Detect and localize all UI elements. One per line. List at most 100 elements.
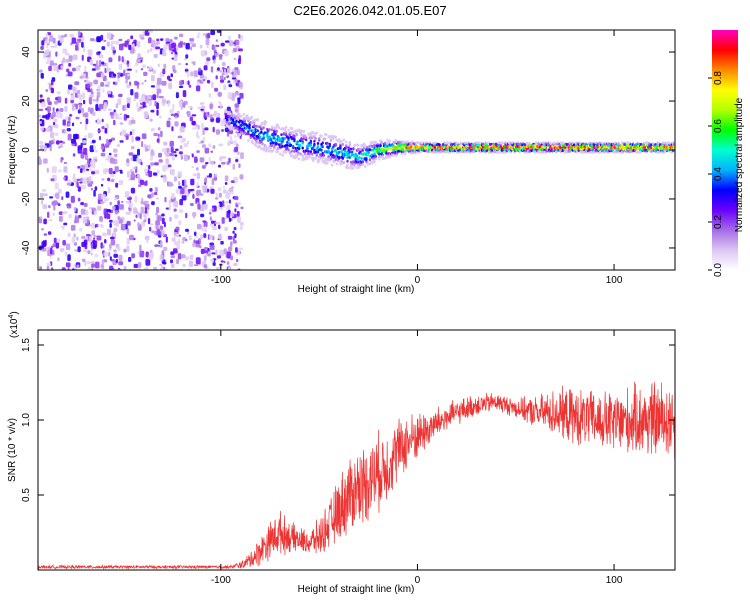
heatmap-cell (53, 64, 57, 71)
heatmap-cell (41, 101, 46, 108)
heatmap-cell (59, 248, 65, 252)
heatmap-cell (152, 266, 158, 270)
heatmap-cell (174, 121, 179, 127)
heatmap-cell (141, 141, 144, 148)
heatmap-cell (72, 54, 78, 61)
heatmap-cell (202, 137, 205, 142)
heatmap-cell (127, 73, 131, 77)
heatmap-cell (127, 68, 132, 71)
heatmap-cell (215, 129, 220, 135)
heatmap-cell (175, 92, 179, 99)
heatmap-cell (77, 31, 81, 37)
heatmap-cell (58, 169, 62, 173)
heatmap-cell (101, 193, 106, 200)
heatmap-cell (140, 161, 143, 166)
heatmap-cell (212, 55, 216, 61)
heatmap-cell (578, 142, 582, 146)
heatmap-cell (225, 192, 230, 198)
heatmap-cell (185, 212, 188, 219)
heatmap-cell (248, 123, 251, 127)
heatmap-cell (188, 84, 192, 88)
heatmap-cell (94, 150, 99, 153)
heatmap-cell (237, 151, 240, 155)
heatmap-cell (228, 217, 232, 222)
heatmap-cell (247, 139, 250, 142)
heatmap-cell (260, 130, 263, 134)
heatmap-cell (239, 92, 244, 99)
heatmap-cell (40, 127, 44, 131)
heatmap-cell (136, 41, 141, 48)
heatmap-cell (51, 166, 57, 174)
heatmap-cell (222, 186, 226, 189)
heatmap-cell (165, 152, 170, 158)
heatmap-cell (216, 255, 221, 259)
heatmap-cell (668, 141, 671, 145)
heatmap-cell (208, 173, 212, 178)
heatmap-cell (43, 233, 48, 236)
spectrogram-ticks: -100 0 100 -40 -20 0 20 40 (21, 30, 675, 286)
heatmap-cell (238, 58, 241, 65)
heatmap-cell (193, 264, 199, 267)
heatmap-cell (152, 69, 157, 74)
heatmap-cell (401, 147, 405, 151)
heatmap-cell (340, 139, 343, 143)
heatmap-cell (117, 74, 121, 79)
heatmap-cell (82, 113, 88, 117)
heatmap-cell (126, 237, 130, 245)
heatmap-cell (133, 166, 137, 170)
heatmap-cell (261, 121, 264, 125)
heatmap-cell (211, 220, 215, 224)
heatmap-cell (527, 141, 531, 145)
heatmap-cell (49, 146, 52, 152)
heatmap-cell (573, 147, 577, 151)
heatmap-cell (154, 191, 158, 196)
heatmap-cell (173, 47, 177, 53)
heatmap-cell (204, 127, 209, 131)
heatmap-cell (46, 167, 49, 173)
heatmap-cell (174, 36, 178, 40)
x-tick-label: -100 (211, 275, 231, 286)
heatmap-cell (179, 199, 183, 206)
heatmap-cell (139, 213, 142, 220)
heatmap-cell (77, 93, 83, 99)
heatmap-cell (361, 160, 364, 164)
heatmap-cell (52, 37, 56, 44)
heatmap-cell (43, 193, 48, 197)
heatmap-cell (197, 203, 201, 210)
heatmap-cell (132, 154, 138, 162)
heatmap-cell (348, 140, 351, 144)
heatmap-cell (196, 135, 200, 139)
heatmap-cell (181, 241, 185, 244)
heatmap-cell (622, 147, 625, 151)
heatmap-cell (338, 156, 341, 159)
heatmap-cell (253, 133, 256, 137)
heatmap-cell (147, 144, 151, 150)
heatmap-cell (224, 182, 228, 185)
heatmap-cell (229, 244, 233, 251)
heatmap-cell (212, 126, 215, 133)
heatmap-cell (73, 233, 76, 238)
heatmap-cell (218, 164, 221, 168)
heatmap-cell (360, 157, 363, 160)
heatmap-cell (219, 202, 223, 208)
heatmap-cell (197, 223, 202, 230)
heatmap-cell (149, 118, 153, 122)
heatmap-cell (178, 85, 184, 88)
heatmap-cell (297, 147, 301, 151)
heatmap-cell (60, 157, 63, 163)
heatmap-cell (130, 146, 135, 150)
heatmap-cell (47, 48, 50, 56)
heatmap-cell (106, 62, 109, 69)
heatmap-cell (64, 105, 68, 112)
snr-ticks: -100 0 100 0.5 1.0 1.5 (21, 330, 675, 586)
heatmap-cell (178, 209, 184, 213)
heatmap-cell (192, 173, 197, 177)
heatmap-cell (280, 133, 283, 137)
heatmap-cell (276, 150, 280, 154)
heatmap-cell (125, 77, 128, 84)
heatmap-cell (111, 178, 115, 183)
heatmap-cell (220, 260, 224, 263)
heatmap-cell (103, 251, 109, 257)
heatmap-cell (259, 135, 262, 139)
x-tick-label: -100 (211, 575, 231, 586)
